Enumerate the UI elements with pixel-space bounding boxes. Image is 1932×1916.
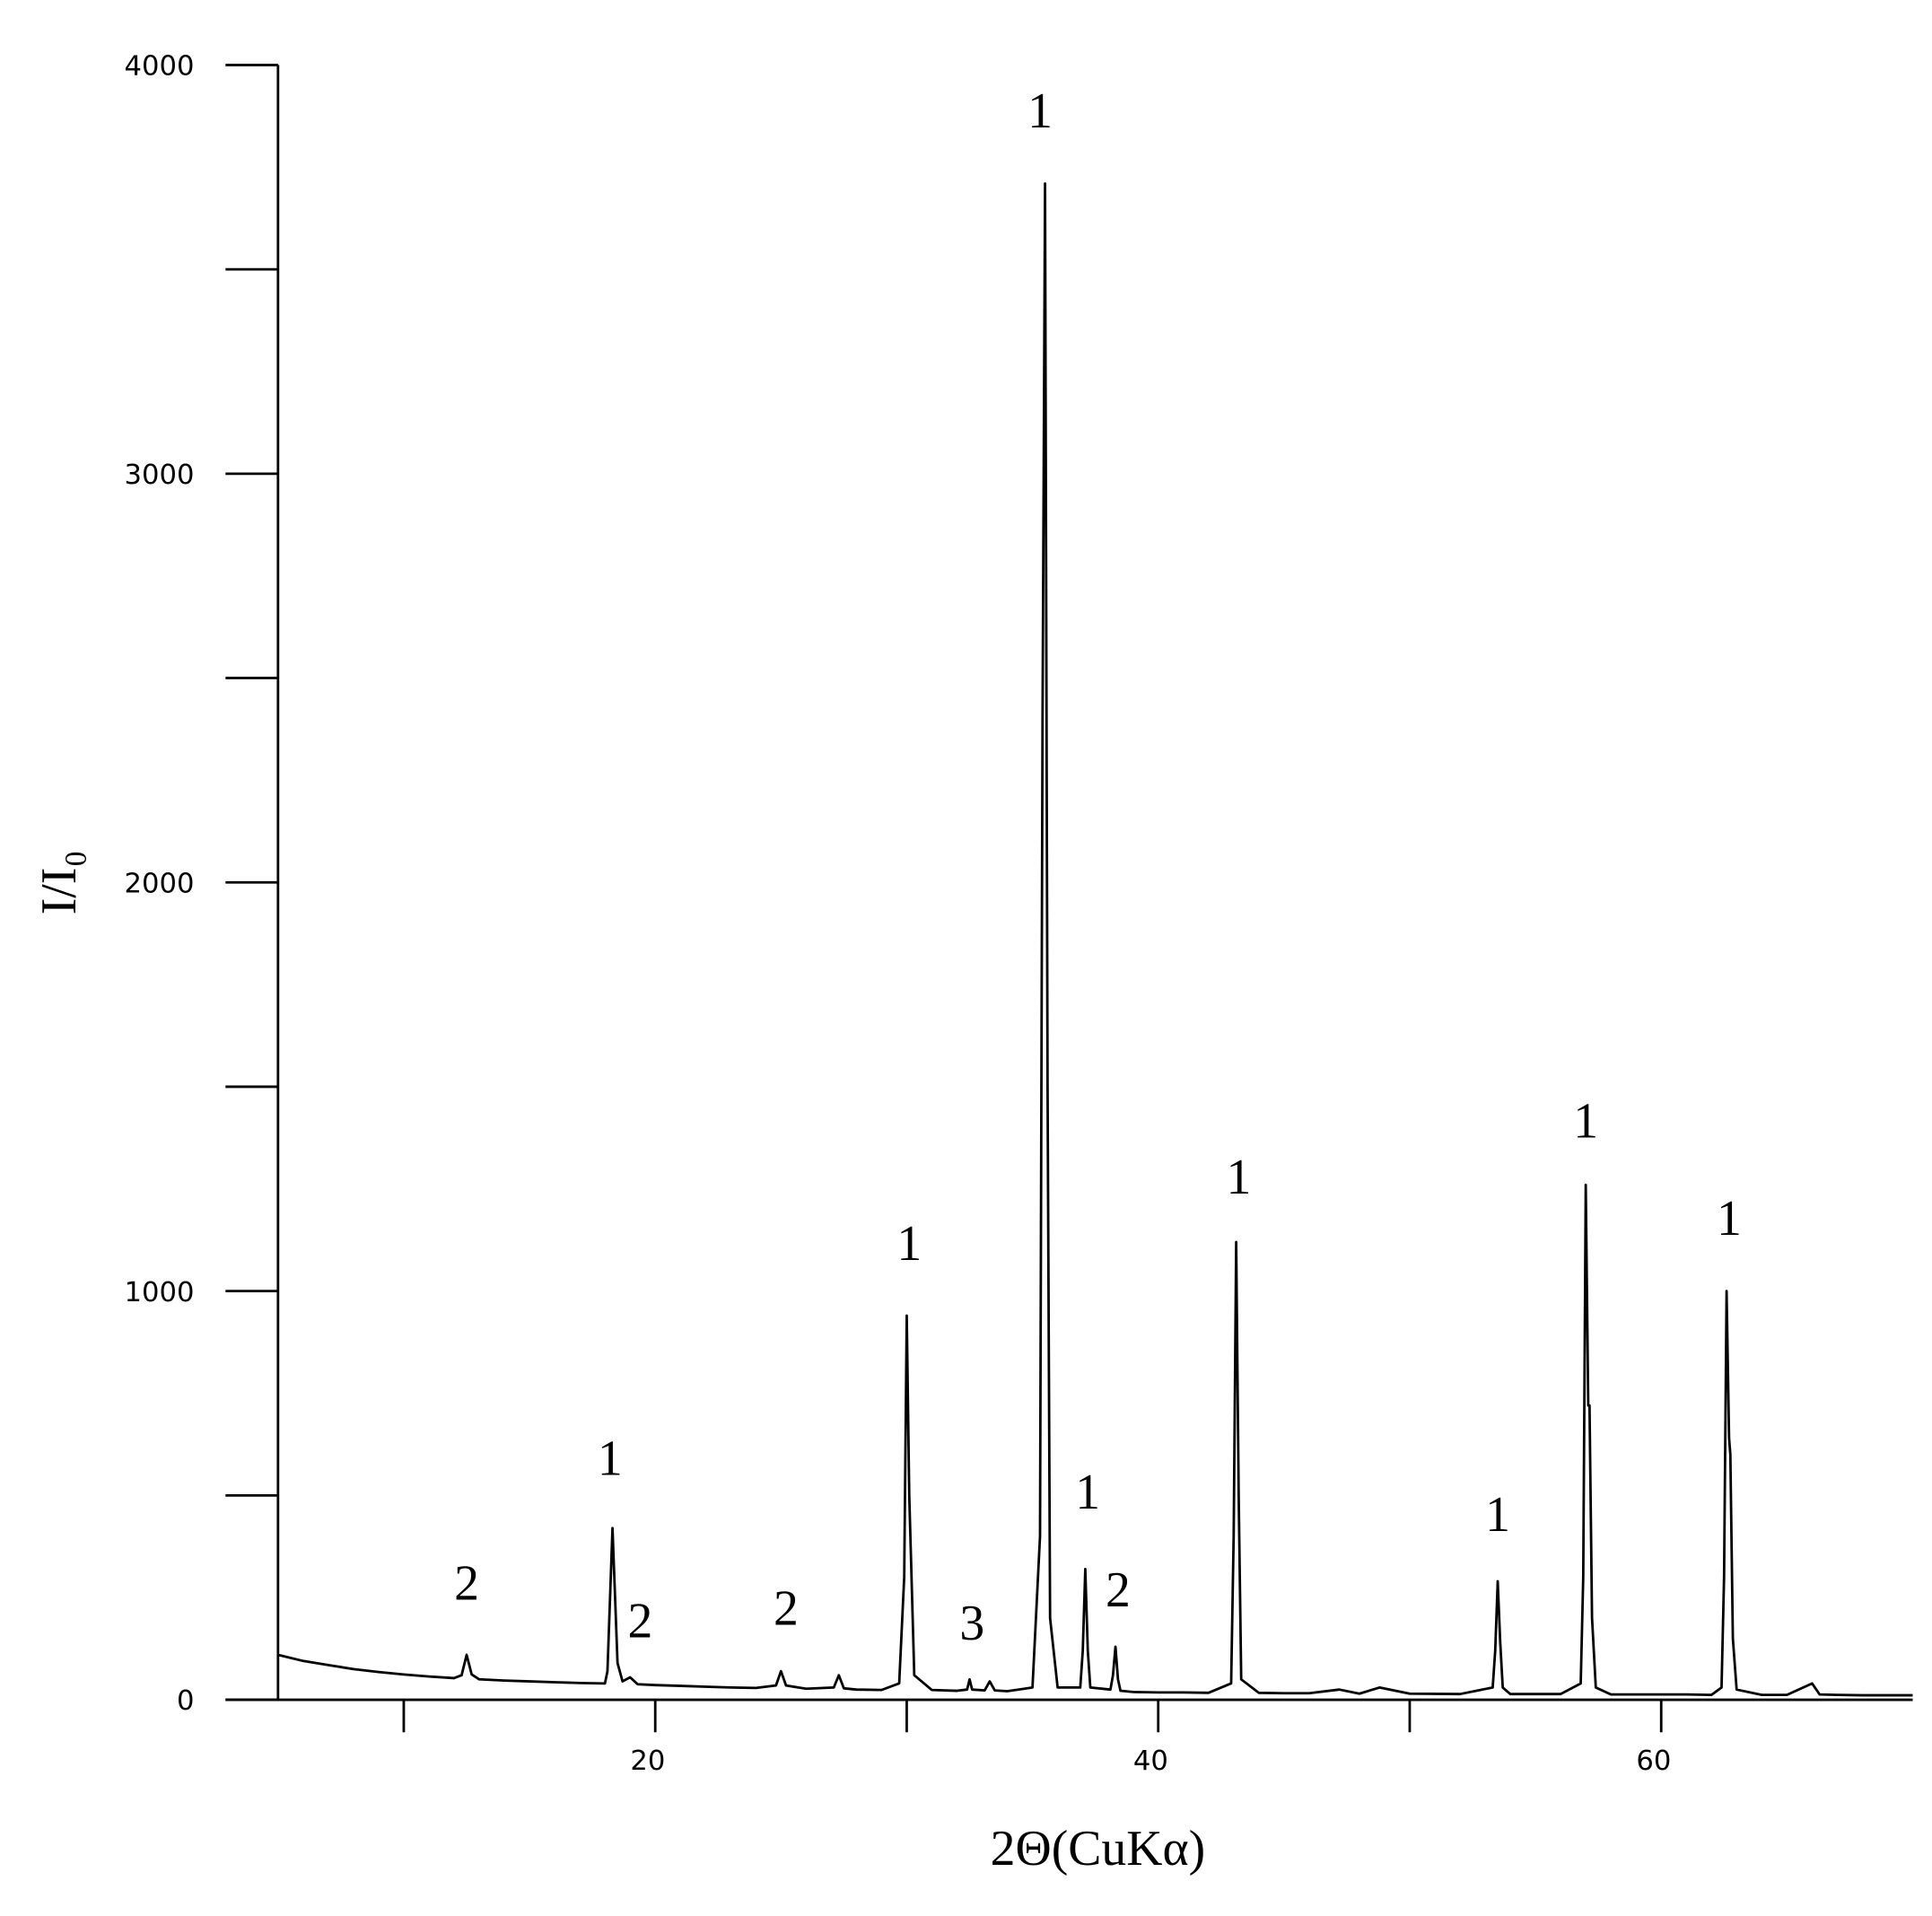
y-tick-label: 1000 [125,1277,195,1308]
peak-label: 1 [1717,1191,1742,1247]
x-tick-label: 60 [1636,1745,1671,1777]
peak-label: 1 [1226,1150,1251,1205]
peak-label: 2 [1106,1562,1131,1618]
xrd-pattern [277,182,1913,1697]
peak-label: 1 [1075,1465,1100,1520]
x-axis-label: 2Θ(CuKα) [991,1821,1206,1877]
y-tick-label: 2000 [125,868,195,899]
peak-label: 2 [454,1555,479,1611]
y-axis-label: I/I₀ [31,850,87,914]
peak-label: 1 [1027,83,1053,139]
y-tick-label: 3000 [125,459,195,491]
peak-label: 2 [627,1593,652,1649]
y-tick-label: 0 [177,1685,194,1717]
x-tick-label: 40 [1133,1745,1168,1777]
peak-label: 1 [1485,1487,1510,1543]
peak-label: 2 [774,1581,799,1637]
peak-label: 1 [1573,1093,1598,1149]
y-tick-label: 4000 [125,51,195,83]
x-tick-label: 20 [630,1745,665,1777]
peak-label: 1 [598,1431,623,1487]
peak-label: 1 [896,1216,922,1272]
peak-label: 3 [959,1596,984,1651]
